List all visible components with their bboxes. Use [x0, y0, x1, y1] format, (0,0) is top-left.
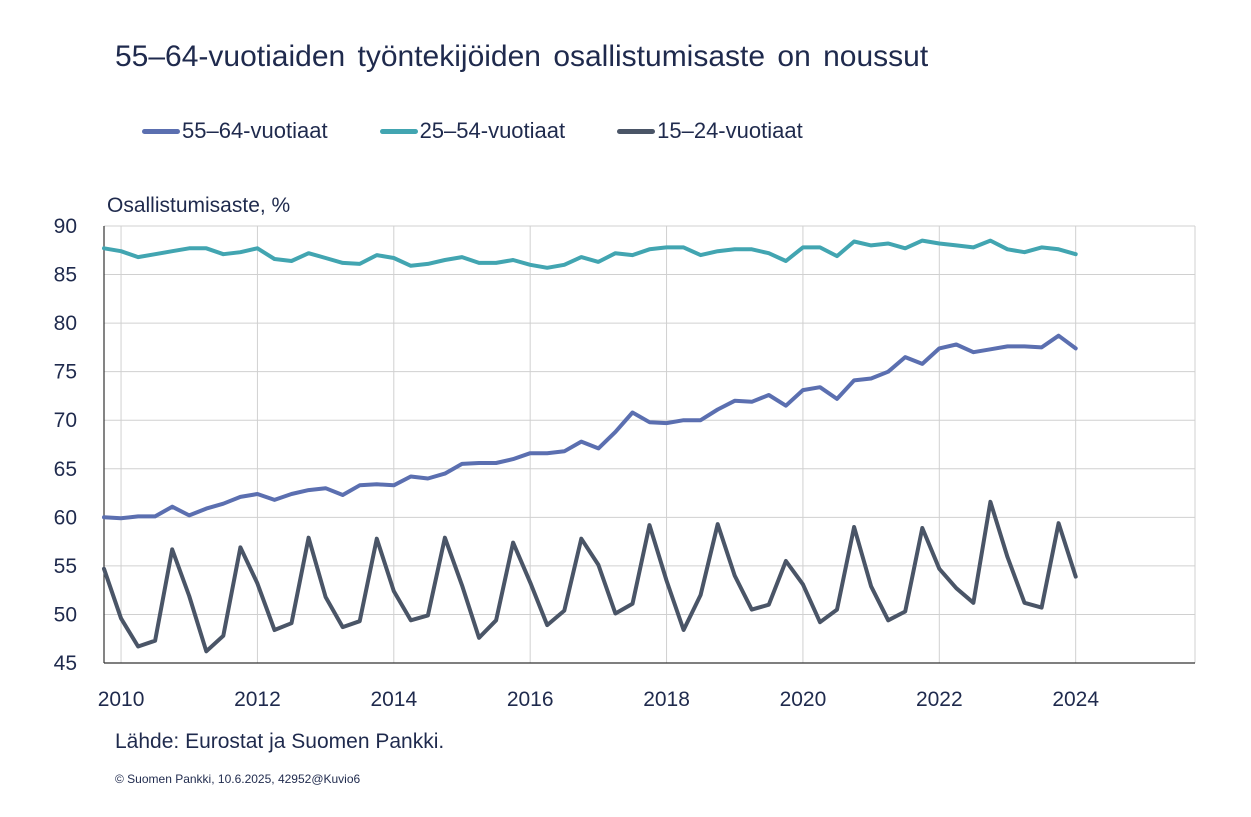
legend-label-55-64: 55–64-vuotiaat	[182, 118, 328, 143]
series-line-25–54-vuotiaat	[102, 238, 1078, 270]
legend-swatch-55-64	[142, 128, 180, 134]
copyright-note: © Suomen Pankki, 10.6.2025, 42952@Kuvio6	[115, 772, 361, 786]
y-tick-label: 50	[54, 603, 77, 626]
legend-label-15-24: 15–24-vuotiaat	[657, 118, 803, 143]
y-tick-label: 45	[54, 652, 77, 675]
y-tick-label: 80	[54, 312, 77, 335]
x-tick-label: 2024	[1052, 688, 1099, 711]
legend-swatch-25-54	[379, 128, 418, 134]
x-tick-label: 2022	[916, 688, 963, 711]
x-tick-label: 2012	[234, 688, 281, 711]
y-tick-label: 90	[54, 215, 77, 238]
legend-item-55-64: 55–64-vuotiaat	[142, 118, 328, 144]
y-tick-label: 65	[54, 458, 77, 481]
legend-swatch-15-24	[617, 128, 656, 134]
y-tick-label: 85	[54, 264, 77, 287]
x-tick-label: 2010	[98, 688, 145, 711]
y-tick-label: 75	[54, 361, 77, 384]
series-line-55–64-vuotiaat	[102, 333, 1078, 521]
y-tick-label: 55	[54, 555, 77, 578]
chart-legend: 55–64-vuotiaat 25–54-vuotiaat 15–24-vuot…	[142, 118, 855, 144]
x-tick-label: 2014	[370, 688, 417, 711]
x-tick-label: 2016	[507, 688, 554, 711]
source-note: Lähde: Eurostat ja Suomen Pankki.	[115, 730, 445, 753]
legend-label-25-54: 25–54-vuotiaat	[419, 118, 566, 143]
legend-item-15-24: 15–24-vuotiaat	[617, 118, 803, 144]
y-tick-label: 70	[54, 409, 77, 432]
x-tick-label: 2020	[780, 688, 827, 711]
legend-item-25-54: 25–54-vuotiaat	[379, 118, 566, 144]
y-tick-label: 60	[54, 506, 77, 529]
x-tick-label: 2018	[643, 688, 690, 711]
y-axis-label: Osallistumisaste, %	[107, 194, 291, 217]
series-line-15–24-vuotiaat	[102, 499, 1078, 654]
chart-title: 55–64-vuotiaiden työntekijöiden osallist…	[115, 40, 929, 73]
